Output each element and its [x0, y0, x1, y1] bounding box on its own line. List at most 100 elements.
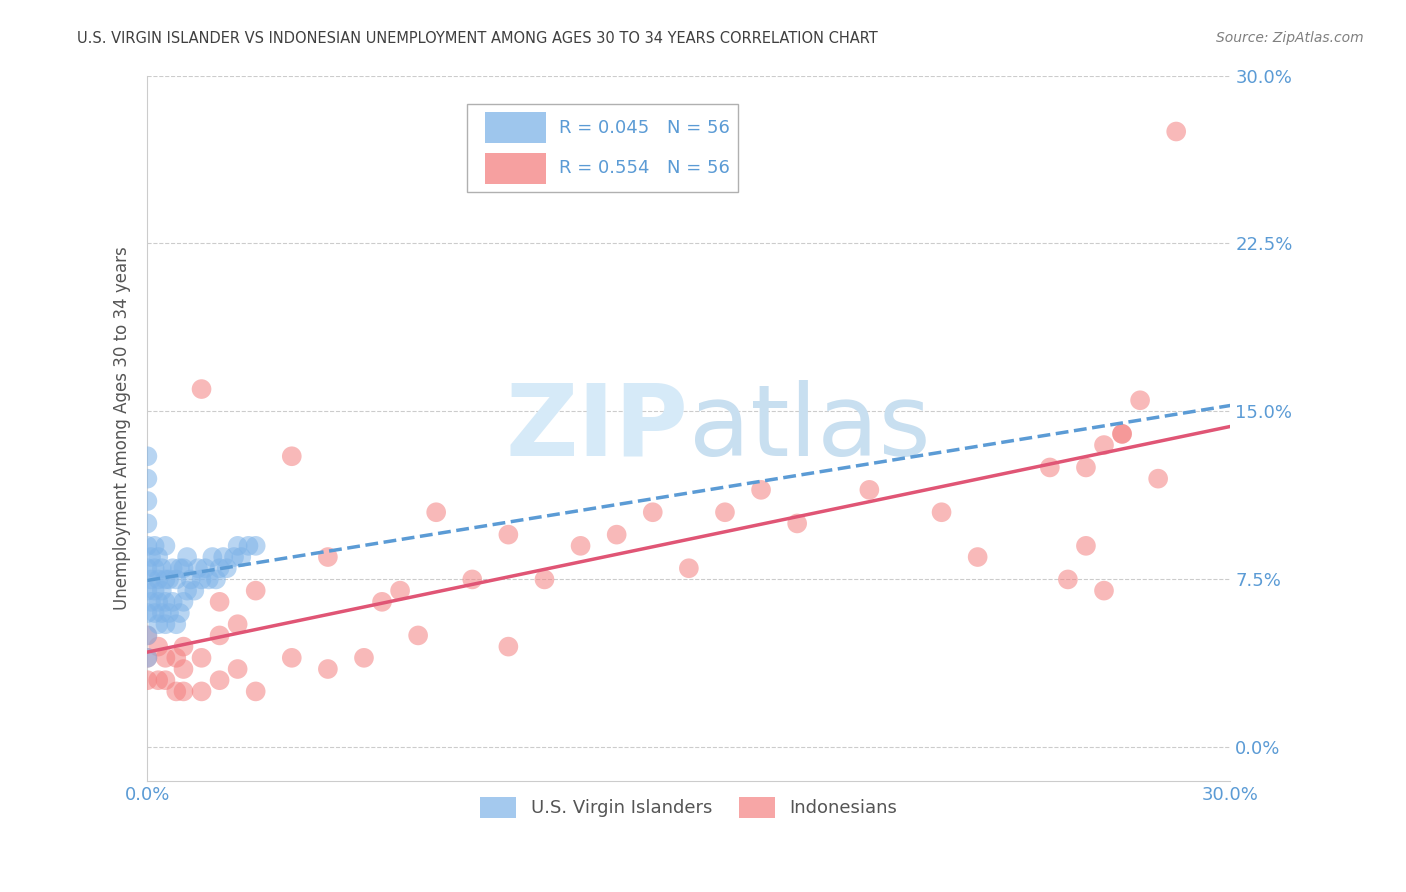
FancyBboxPatch shape — [485, 153, 546, 184]
Point — [1039, 460, 1062, 475]
Point — [136, 628, 159, 642]
Point — [389, 583, 412, 598]
Point — [162, 561, 184, 575]
Point — [139, 549, 162, 564]
Point — [714, 505, 737, 519]
Point — [136, 516, 159, 531]
Text: R = 0.554: R = 0.554 — [560, 159, 650, 178]
Point — [931, 505, 953, 519]
Point — [176, 583, 198, 598]
Point — [148, 640, 170, 654]
Point — [245, 583, 267, 598]
Point — [1111, 426, 1133, 441]
Point — [194, 561, 217, 575]
Point — [169, 606, 191, 620]
Point — [143, 606, 166, 620]
Point — [1147, 472, 1170, 486]
Text: ZIP: ZIP — [506, 380, 689, 476]
Point — [148, 595, 170, 609]
Point — [245, 539, 267, 553]
Point — [169, 561, 191, 575]
Point — [155, 539, 177, 553]
Point — [162, 595, 184, 609]
Point — [155, 650, 177, 665]
Point — [148, 573, 170, 587]
Point — [173, 684, 195, 698]
Point — [498, 640, 520, 654]
Point — [143, 539, 166, 553]
Point — [425, 505, 447, 519]
Point — [858, 483, 880, 497]
Point — [208, 628, 231, 642]
Point — [190, 382, 212, 396]
Point — [1092, 583, 1115, 598]
Point — [281, 650, 304, 665]
Point — [316, 662, 339, 676]
Point — [1074, 539, 1097, 553]
Point — [136, 673, 159, 688]
FancyBboxPatch shape — [467, 103, 738, 192]
Point — [205, 573, 228, 587]
Text: atlas: atlas — [689, 380, 931, 476]
Point — [136, 650, 159, 665]
Point — [1111, 426, 1133, 441]
Y-axis label: Unemployment Among Ages 30 to 34 years: Unemployment Among Ages 30 to 34 years — [114, 246, 131, 610]
Point — [150, 583, 173, 598]
Point — [1057, 573, 1080, 587]
Text: U.S. VIRGIN ISLANDER VS INDONESIAN UNEMPLOYMENT AMONG AGES 30 TO 34 YEARS CORREL: U.S. VIRGIN ISLANDER VS INDONESIAN UNEMP… — [77, 31, 879, 46]
Point — [606, 527, 628, 541]
FancyBboxPatch shape — [485, 112, 546, 143]
Point — [165, 617, 187, 632]
Point — [316, 549, 339, 564]
Point — [966, 549, 988, 564]
Point — [148, 617, 170, 632]
Point — [245, 684, 267, 698]
Point — [187, 561, 209, 575]
Point — [155, 673, 177, 688]
Point — [173, 662, 195, 676]
Point — [165, 650, 187, 665]
Point — [136, 561, 159, 575]
Point — [222, 549, 245, 564]
Point — [678, 561, 700, 575]
Point — [208, 595, 231, 609]
Point — [533, 573, 555, 587]
Point — [190, 650, 212, 665]
Point — [136, 539, 159, 553]
Point — [143, 561, 166, 575]
Legend: U.S. Virgin Islanders, Indonesians: U.S. Virgin Islanders, Indonesians — [472, 789, 905, 825]
Point — [157, 606, 180, 620]
Point — [215, 561, 238, 575]
Point — [155, 617, 177, 632]
Point — [157, 573, 180, 587]
Point — [1074, 460, 1097, 475]
Point — [569, 539, 592, 553]
Text: N = 56: N = 56 — [668, 159, 730, 178]
Point — [136, 472, 159, 486]
Point — [148, 673, 170, 688]
Point — [173, 640, 195, 654]
Point — [139, 595, 162, 609]
Point — [226, 539, 249, 553]
Text: N = 56: N = 56 — [668, 119, 730, 136]
Point — [173, 561, 195, 575]
Point — [201, 549, 224, 564]
Point — [786, 516, 808, 531]
Point — [226, 617, 249, 632]
Point — [231, 549, 253, 564]
Point — [1129, 393, 1152, 408]
Point — [180, 573, 202, 587]
Point — [208, 673, 231, 688]
Point — [353, 650, 375, 665]
Point — [190, 573, 212, 587]
Point — [136, 583, 159, 598]
Point — [173, 595, 195, 609]
Point — [281, 449, 304, 463]
Point — [212, 549, 235, 564]
Point — [148, 549, 170, 564]
Point — [461, 573, 484, 587]
Point — [176, 549, 198, 564]
Text: Source: ZipAtlas.com: Source: ZipAtlas.com — [1216, 31, 1364, 45]
Point — [406, 628, 429, 642]
Point — [190, 684, 212, 698]
